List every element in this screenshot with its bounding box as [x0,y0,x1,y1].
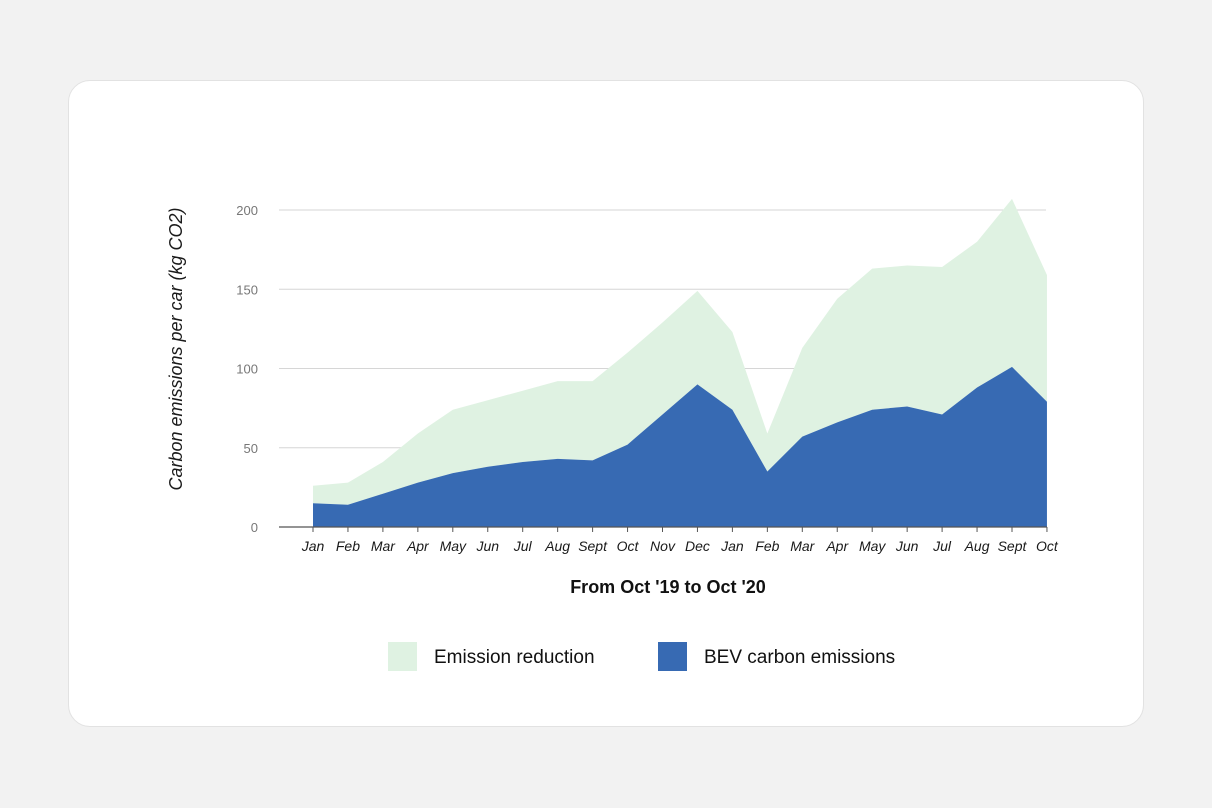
legend-swatch-bev-carbon-emissions [658,642,687,671]
x-tick-label: Oct [1036,538,1059,554]
axes [279,526,1048,532]
y-tick-label: 50 [244,441,258,456]
y-tick-labels: 0 50 100 150 200 [236,203,258,535]
y-tick-label: 0 [251,520,258,535]
legend-label-emission-reduction: Emission reduction [434,647,595,668]
x-tick-label: Feb [336,538,360,554]
x-tick-label: Apr [406,538,430,554]
x-tick-label: Jan [720,538,744,554]
x-tick-label: Dec [685,538,710,554]
x-tick-label: Jan [301,538,325,554]
x-tick-label: Mar [790,538,815,554]
x-tick-label: Feb [755,538,779,554]
x-tick-label: Aug [544,538,570,554]
chart-card: 0 50 100 150 200 Jan Feb Mar Apr May Jun Jul Aug Sep… [68,80,1144,727]
x-tick-label: Jul [932,538,952,554]
x-tick-label: Sept [578,538,608,554]
x-tick-label: Jun [475,538,499,554]
x-axis-label: From Oct '19 to Oct '20 [570,577,766,597]
x-tick-labels: Jan Feb Mar Apr May Jun Jul Aug Sept Oct Nov Dec Jan… [301,538,1059,554]
x-tick-label: Jun [895,538,919,554]
x-tick-label: Jul [513,538,533,554]
legend: Emission reduction BEV carbon emissions [388,642,895,671]
x-tick-label: Apr [825,538,849,554]
y-tick-label: 100 [236,362,258,377]
legend-swatch-emission-reduction [388,642,417,671]
x-tick-label: Nov [650,538,676,554]
area-emission-reduction [313,198,1047,505]
x-tick-label: May [440,538,467,554]
legend-label-bev-carbon-emissions: BEV carbon emissions [704,647,895,668]
x-tick-label: Mar [371,538,396,554]
area-bev-carbon-emissions [313,366,1047,527]
area-chart: 0 50 100 150 200 Jan Feb Mar Apr May Jun Jul Aug Sep… [166,198,1059,671]
x-tick-label: Oct [617,538,640,554]
x-tick-label: Sept [998,538,1028,554]
y-tick-label: 200 [236,203,258,218]
x-tick-label: Aug [964,538,990,554]
area-series [313,198,1047,527]
x-tick-label: May [859,538,886,554]
y-axis-label: Carbon emissions per car (kg CO2) [166,207,186,490]
y-tick-label: 150 [236,282,258,297]
